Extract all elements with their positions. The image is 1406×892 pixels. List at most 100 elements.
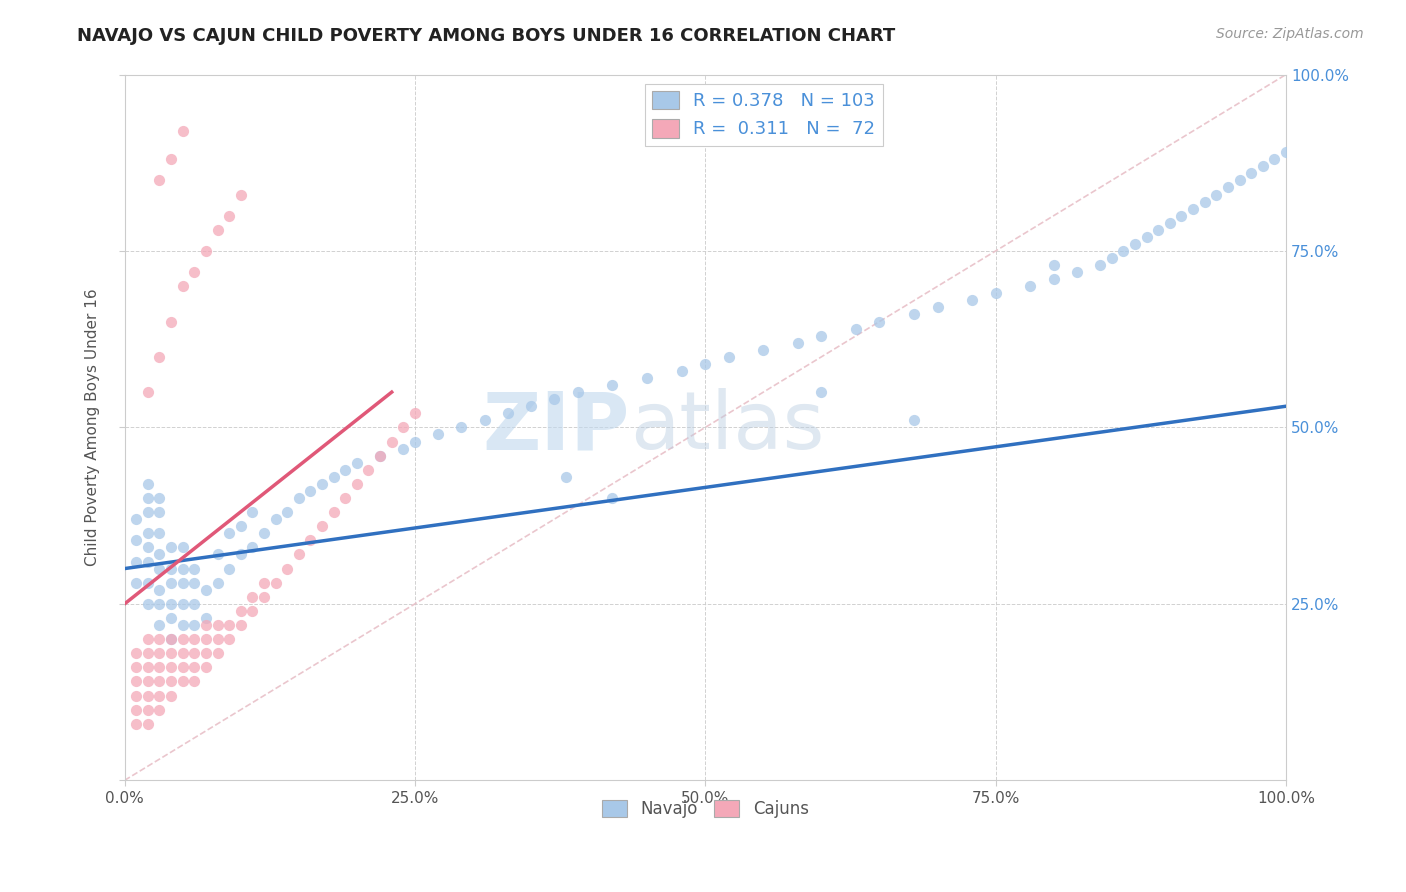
Point (136, 674, 159, 689)
Point (183, 561, 205, 575)
Point (253, 590, 276, 604)
Point (322, 470, 344, 484)
Point (276, 561, 298, 575)
Text: NAVAJO VS CAJUN CHILD POVERTY AMONG BOYS UNDER 16 CORRELATION CHART: NAVAJO VS CAJUN CHILD POVERTY AMONG BOYS… (77, 27, 896, 45)
Point (148, 597, 170, 611)
Point (125, 674, 148, 689)
Point (695, 357, 717, 371)
Point (172, 660, 194, 674)
Point (1112, 244, 1135, 258)
Point (194, 646, 217, 660)
Point (602, 378, 624, 392)
Point (1194, 194, 1216, 209)
Point (276, 505, 298, 519)
Point (1170, 209, 1192, 223)
Point (1182, 202, 1205, 216)
Point (148, 660, 170, 674)
Point (207, 632, 229, 647)
Point (496, 406, 519, 420)
Point (1101, 251, 1123, 265)
Point (1147, 223, 1170, 237)
Point (125, 554, 148, 568)
Point (125, 660, 148, 674)
Point (194, 611, 217, 625)
Point (125, 575, 148, 590)
Point (207, 618, 229, 632)
Point (1019, 279, 1042, 293)
Point (148, 689, 170, 703)
Point (404, 406, 426, 420)
Point (927, 301, 949, 315)
Point (218, 526, 240, 541)
Point (962, 293, 984, 308)
Point (148, 582, 170, 597)
Point (172, 618, 194, 632)
Point (136, 385, 159, 400)
Point (160, 646, 183, 660)
Point (125, 512, 148, 526)
Point (381, 434, 404, 449)
Point (229, 187, 252, 202)
Point (148, 548, 170, 562)
Point (148, 505, 170, 519)
Point (194, 632, 217, 647)
Point (194, 660, 217, 674)
Point (346, 456, 368, 470)
Point (125, 689, 148, 703)
Point (240, 604, 263, 618)
Point (160, 152, 183, 166)
Point (136, 491, 159, 505)
Point (160, 575, 183, 590)
Point (1159, 216, 1181, 230)
Point (125, 716, 148, 731)
Point (299, 483, 322, 498)
Point (194, 582, 217, 597)
Point (240, 541, 263, 555)
Point (172, 279, 194, 293)
Point (984, 286, 1007, 301)
Point (229, 519, 252, 533)
Point (810, 385, 832, 400)
Point (1205, 187, 1227, 202)
Point (357, 463, 380, 477)
Point (136, 554, 159, 568)
Point (368, 449, 391, 463)
Point (136, 505, 159, 519)
Point (368, 449, 391, 463)
Point (450, 420, 472, 434)
Point (218, 632, 240, 647)
Point (148, 350, 170, 364)
Point (567, 385, 589, 400)
Point (555, 470, 578, 484)
Point (183, 265, 205, 279)
Point (172, 597, 194, 611)
Point (253, 526, 276, 541)
Point (392, 420, 415, 434)
Point (1216, 180, 1239, 194)
Point (136, 716, 159, 731)
Point (160, 674, 183, 689)
Point (322, 505, 344, 519)
Point (218, 561, 240, 575)
Point (148, 703, 170, 717)
Point (125, 703, 148, 717)
Point (752, 343, 775, 357)
Point (148, 526, 170, 541)
Point (194, 244, 217, 258)
Point (148, 674, 170, 689)
Point (869, 314, 891, 328)
Point (1251, 159, 1274, 173)
Point (148, 491, 170, 505)
Point (1136, 230, 1159, 244)
Point (207, 548, 229, 562)
Point (1088, 258, 1111, 272)
Point (183, 674, 205, 689)
Point (404, 434, 426, 449)
Y-axis label: Child Poverty Among Boys Under 16: Child Poverty Among Boys Under 16 (86, 289, 100, 566)
Point (160, 541, 183, 555)
Point (160, 689, 183, 703)
Point (160, 611, 183, 625)
Point (207, 223, 229, 237)
Legend: Navajo, Cajuns: Navajo, Cajuns (595, 793, 815, 825)
Point (160, 561, 183, 575)
